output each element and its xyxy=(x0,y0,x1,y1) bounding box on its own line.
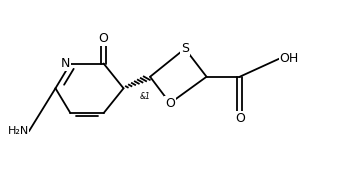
Text: N: N xyxy=(61,57,71,70)
Text: H₂N: H₂N xyxy=(8,126,29,136)
Text: S: S xyxy=(181,42,189,55)
Text: O: O xyxy=(99,32,109,45)
Text: OH: OH xyxy=(280,52,299,65)
Text: &1: &1 xyxy=(140,92,151,101)
Text: O: O xyxy=(165,97,175,110)
Text: O: O xyxy=(235,112,245,125)
